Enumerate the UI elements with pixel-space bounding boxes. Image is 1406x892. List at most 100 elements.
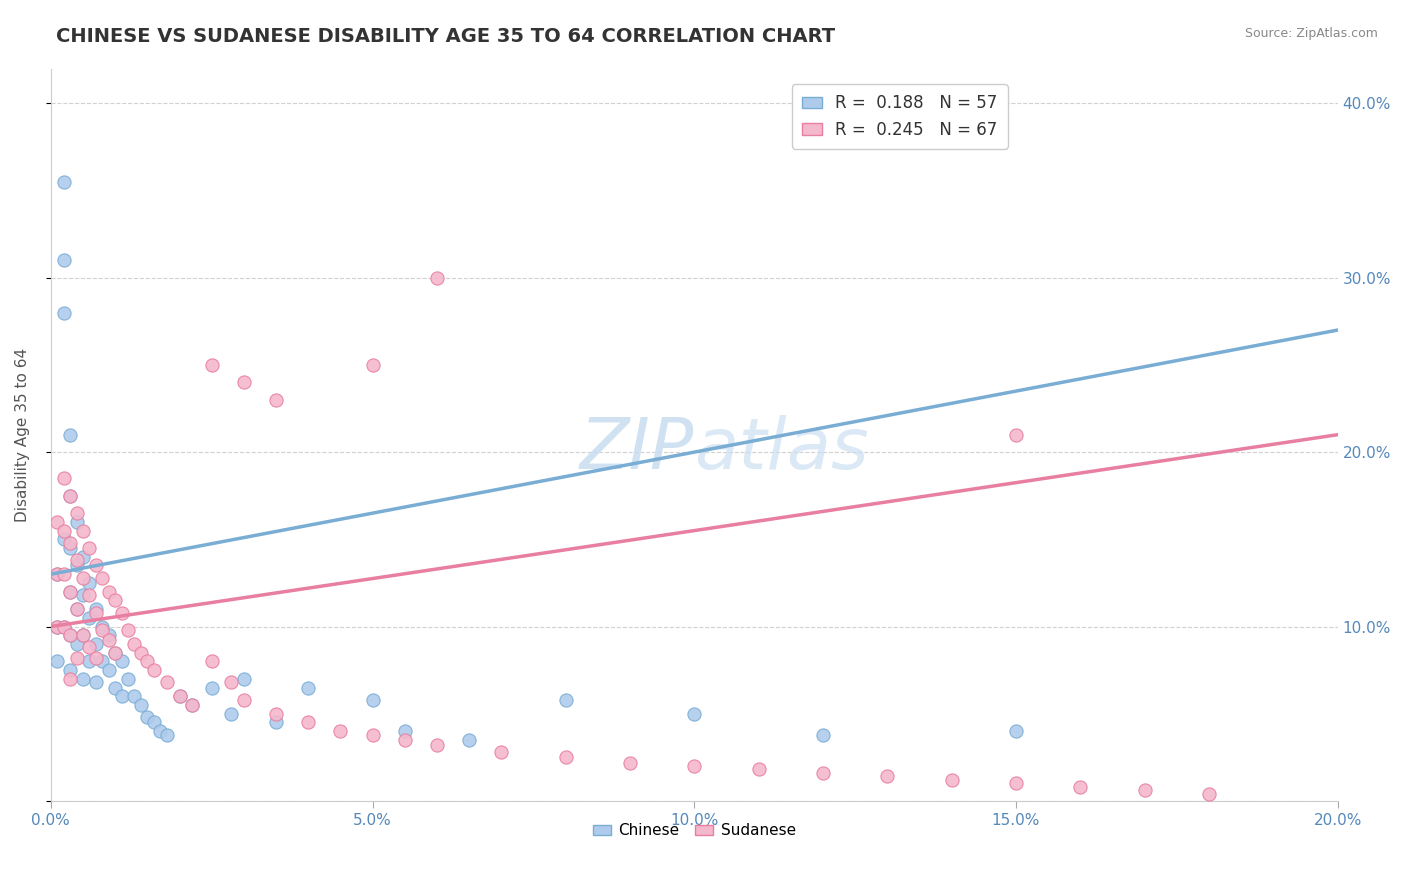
Point bbox=[65, 602, 87, 616]
Point bbox=[124, 637, 146, 651]
Point bbox=[79, 588, 101, 602]
Point bbox=[129, 646, 152, 660]
Point bbox=[297, 681, 319, 695]
Point bbox=[156, 675, 179, 690]
Point bbox=[1005, 427, 1028, 442]
Point bbox=[361, 358, 384, 372]
Text: atlas: atlas bbox=[695, 415, 869, 483]
Point bbox=[84, 675, 107, 690]
Point bbox=[59, 628, 82, 642]
Point bbox=[394, 732, 416, 747]
Point bbox=[554, 692, 576, 706]
Point bbox=[52, 305, 75, 319]
Point bbox=[72, 524, 94, 538]
Point bbox=[219, 706, 242, 721]
Point bbox=[1133, 783, 1156, 797]
Point bbox=[169, 690, 191, 704]
Point bbox=[941, 772, 963, 787]
Point bbox=[129, 698, 152, 712]
Point bbox=[156, 728, 179, 742]
Point bbox=[91, 571, 114, 585]
Point bbox=[232, 672, 254, 686]
Point bbox=[52, 619, 75, 633]
Point bbox=[169, 690, 191, 704]
Point bbox=[59, 489, 82, 503]
Point bbox=[97, 633, 120, 648]
Point bbox=[72, 628, 94, 642]
Point bbox=[52, 533, 75, 547]
Point bbox=[79, 575, 101, 590]
Point bbox=[72, 628, 94, 642]
Point bbox=[1005, 724, 1028, 739]
Point bbox=[59, 489, 82, 503]
Point bbox=[52, 175, 75, 189]
Point bbox=[264, 706, 287, 721]
Point bbox=[59, 584, 82, 599]
Point bbox=[426, 738, 449, 752]
Point bbox=[97, 663, 120, 677]
Point bbox=[142, 663, 165, 677]
Legend: Chinese, Sudanese: Chinese, Sudanese bbox=[586, 817, 801, 845]
Point bbox=[117, 672, 139, 686]
Point bbox=[458, 732, 481, 747]
Point bbox=[46, 515, 69, 529]
Point bbox=[811, 728, 834, 742]
Point bbox=[219, 675, 242, 690]
Point bbox=[46, 619, 69, 633]
Point bbox=[489, 745, 512, 759]
Text: CHINESE VS SUDANESE DISABILITY AGE 35 TO 64 CORRELATION CHART: CHINESE VS SUDANESE DISABILITY AGE 35 TO… bbox=[56, 27, 835, 45]
Point bbox=[84, 558, 107, 573]
Point bbox=[181, 698, 204, 712]
Point bbox=[361, 728, 384, 742]
Point bbox=[59, 663, 82, 677]
Point bbox=[181, 698, 204, 712]
Point bbox=[65, 637, 87, 651]
Point bbox=[46, 567, 69, 582]
Point bbox=[79, 654, 101, 668]
Point bbox=[97, 584, 120, 599]
Point bbox=[91, 654, 114, 668]
Point bbox=[52, 524, 75, 538]
Point bbox=[1069, 780, 1091, 794]
Point bbox=[72, 571, 94, 585]
Point bbox=[136, 710, 159, 724]
Point bbox=[142, 715, 165, 730]
Point bbox=[79, 640, 101, 655]
Point bbox=[72, 549, 94, 564]
Point bbox=[79, 611, 101, 625]
Point bbox=[97, 628, 120, 642]
Point bbox=[1198, 787, 1220, 801]
Point bbox=[748, 763, 770, 777]
Text: Source: ZipAtlas.com: Source: ZipAtlas.com bbox=[1244, 27, 1378, 40]
Point bbox=[619, 756, 641, 770]
Point bbox=[52, 471, 75, 485]
Point bbox=[65, 558, 87, 573]
Point bbox=[52, 619, 75, 633]
Point bbox=[554, 750, 576, 764]
Point bbox=[46, 567, 69, 582]
Point bbox=[104, 646, 127, 660]
Point bbox=[232, 692, 254, 706]
Point bbox=[201, 654, 224, 668]
Point bbox=[59, 427, 82, 442]
Point bbox=[65, 515, 87, 529]
Point bbox=[84, 602, 107, 616]
Point bbox=[232, 376, 254, 390]
Point bbox=[84, 651, 107, 665]
Point bbox=[110, 690, 132, 704]
Point bbox=[65, 602, 87, 616]
Point bbox=[297, 715, 319, 730]
Point bbox=[104, 593, 127, 607]
Point bbox=[79, 541, 101, 555]
Point bbox=[65, 651, 87, 665]
Point bbox=[46, 654, 69, 668]
Text: ZIP: ZIP bbox=[579, 415, 695, 483]
Point bbox=[124, 690, 146, 704]
Point bbox=[117, 623, 139, 637]
Point bbox=[361, 692, 384, 706]
Point bbox=[149, 724, 172, 739]
Point bbox=[1005, 776, 1028, 790]
Point bbox=[59, 672, 82, 686]
Point bbox=[91, 619, 114, 633]
Point bbox=[394, 724, 416, 739]
